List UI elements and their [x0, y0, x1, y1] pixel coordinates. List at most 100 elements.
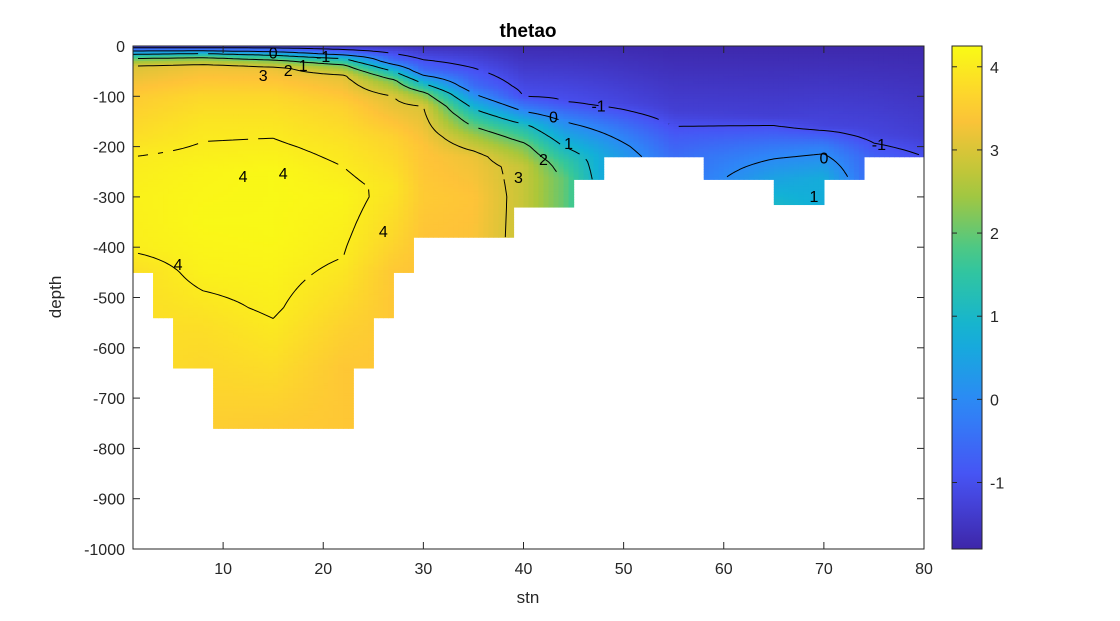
heatmap-cell	[253, 377, 259, 382]
heatmap-cell	[213, 410, 219, 414]
heatmap-cell	[163, 191, 169, 195]
heatmap-cell	[243, 267, 249, 271]
heatmap-cell	[168, 252, 174, 256]
heatmap-cell	[143, 101, 149, 105]
heatmap-cell	[163, 267, 169, 271]
heatmap-cell	[163, 229, 169, 233]
heatmap-cell	[228, 395, 234, 399]
heatmap-cell	[213, 199, 219, 203]
heatmap-cell	[253, 56, 259, 60]
heatmap-cell	[193, 91, 199, 95]
heatmap-cell	[223, 388, 229, 392]
heatmap-cell	[183, 106, 189, 110]
heatmap-cell	[228, 227, 234, 231]
heatmap-cell	[268, 56, 274, 60]
heatmap-cell	[228, 302, 234, 306]
heatmap-cell	[198, 48, 204, 52]
heatmap-cell	[223, 186, 229, 190]
heatmap-cell	[258, 332, 264, 336]
heatmap-cell	[213, 53, 219, 57]
heatmap-cell	[153, 252, 159, 256]
heatmap-cell	[168, 307, 174, 311]
heatmap-cell	[188, 136, 194, 140]
heatmap-cell	[183, 169, 189, 173]
heatmap-cell	[218, 101, 224, 105]
heatmap-cell	[243, 239, 249, 243]
heatmap-cell	[158, 232, 164, 236]
heatmap-cell	[188, 174, 194, 178]
heatmap-cell	[243, 350, 249, 354]
heatmap-cell	[228, 68, 234, 72]
heatmap-field	[133, 46, 924, 429]
heatmap-cell	[153, 146, 159, 150]
heatmap-cell	[158, 48, 164, 52]
heatmap-cell	[188, 289, 194, 294]
heatmap-cell	[233, 277, 239, 281]
heatmap-cell	[218, 365, 224, 369]
heatmap-cell	[188, 237, 194, 241]
heatmap-cell	[258, 252, 264, 256]
heatmap-cell	[263, 159, 269, 163]
heatmap-cell	[168, 206, 174, 211]
heatmap-cell	[178, 310, 184, 314]
heatmap-cell	[193, 350, 199, 354]
heatmap-cell	[213, 310, 219, 314]
heatmap-cell	[198, 171, 204, 175]
heatmap-cell	[253, 118, 259, 123]
heatmap-cell	[173, 113, 179, 118]
heatmap-cell	[228, 405, 234, 409]
heatmap-cell	[258, 395, 264, 399]
heatmap-cell	[188, 96, 194, 100]
heatmap-cell	[138, 141, 144, 145]
heatmap-cell	[223, 284, 229, 289]
heatmap-cell	[163, 305, 169, 309]
heatmap-cell	[138, 222, 144, 226]
heatmap-cell	[223, 350, 229, 354]
heatmap-cell	[223, 259, 229, 263]
heatmap-cell	[168, 292, 174, 296]
heatmap-cell	[198, 194, 204, 198]
heatmap-cell	[143, 83, 149, 87]
heatmap-cell	[208, 126, 214, 130]
heatmap-cell	[263, 287, 269, 291]
heatmap-cell	[243, 242, 249, 246]
heatmap-cell	[158, 194, 164, 198]
heatmap-cell	[213, 214, 219, 218]
heatmap-cell	[178, 96, 184, 100]
heatmap-cell	[223, 136, 229, 140]
heatmap-cell	[158, 61, 164, 65]
heatmap-cell	[173, 332, 179, 336]
heatmap-cell	[158, 111, 164, 115]
heatmap-cell	[253, 272, 259, 276]
heatmap-cell	[248, 164, 254, 168]
heatmap-cell	[193, 294, 199, 299]
heatmap-cell	[218, 282, 224, 286]
heatmap-cell	[168, 184, 174, 188]
heatmap-cell	[208, 232, 214, 236]
heatmap-cell	[223, 420, 229, 424]
heatmap-cell	[183, 151, 189, 155]
heatmap-cell	[158, 191, 164, 195]
heatmap-cell	[243, 123, 249, 128]
heatmap-cell	[198, 191, 204, 195]
heatmap-cell	[198, 279, 204, 283]
heatmap-cell	[173, 325, 179, 329]
heatmap-cell	[133, 58, 139, 62]
heatmap-cell	[203, 134, 209, 138]
heatmap-cell	[218, 370, 224, 374]
heatmap-cell	[168, 279, 174, 283]
heatmap-cell	[218, 325, 224, 329]
heatmap-cell	[243, 259, 249, 263]
heatmap-cell	[223, 370, 229, 374]
heatmap-cell	[228, 360, 234, 364]
heatmap-cell	[143, 58, 149, 62]
heatmap-cell	[168, 305, 174, 309]
heatmap-cell	[138, 98, 144, 102]
heatmap-cell	[253, 337, 259, 341]
heatmap-cell	[233, 206, 239, 211]
heatmap-cell	[178, 204, 184, 208]
heatmap-cell	[193, 237, 199, 241]
heatmap-cell	[268, 76, 274, 80]
heatmap-cell	[188, 249, 194, 253]
heatmap-cell	[238, 310, 244, 314]
